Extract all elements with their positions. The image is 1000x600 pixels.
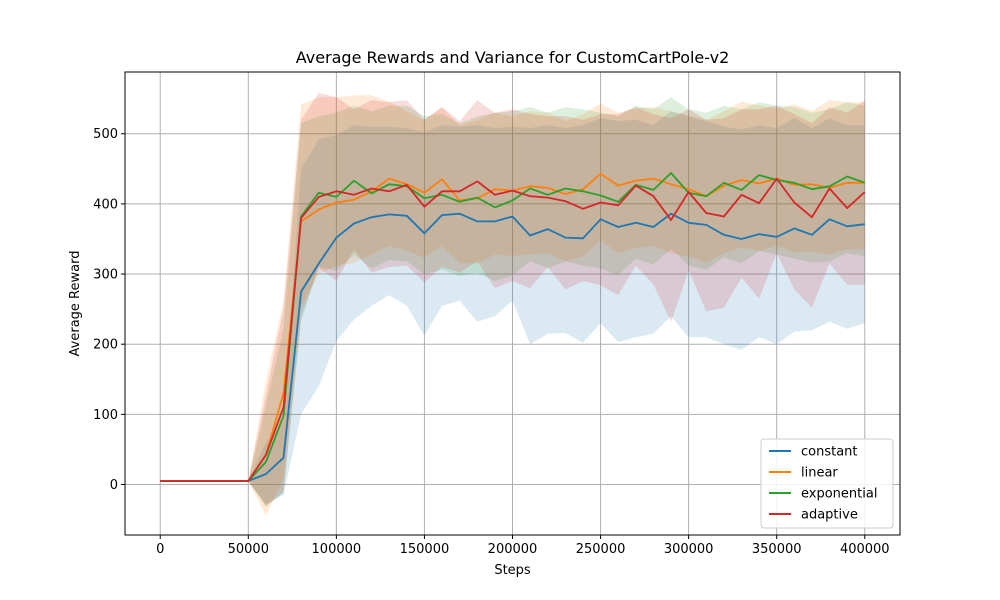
legend-label-linear: linear bbox=[801, 466, 838, 481]
x-tick-label: 50000 bbox=[228, 542, 269, 557]
legend: constant linear exponential adaptive bbox=[760, 438, 894, 529]
x-tick-label: 200000 bbox=[488, 542, 538, 557]
axis-ticks: 0 50000 100000 150000 200000 250000 300000 3500… bbox=[93, 127, 889, 557]
x-tick-label: 150000 bbox=[400, 542, 450, 557]
series-line-adaptive bbox=[160, 177, 866, 482]
variance-band-linear bbox=[160, 95, 865, 516]
series-lines bbox=[160, 172, 866, 482]
x-axis-label: Steps bbox=[494, 563, 531, 578]
chart-title: Average Rewards and Variance for CustomC… bbox=[296, 48, 730, 67]
y-tick-label: 300 bbox=[93, 268, 118, 283]
y-tick-label: 400 bbox=[93, 197, 118, 212]
y-tick-label: 0 bbox=[110, 478, 118, 493]
x-tick-label: 350000 bbox=[752, 542, 802, 557]
legend-label-exponential: exponential bbox=[801, 487, 877, 502]
x-tick-label: 100000 bbox=[312, 542, 362, 557]
variance-band-constant bbox=[160, 111, 865, 505]
x-tick-label: 250000 bbox=[576, 542, 626, 557]
x-tick-label: 0 bbox=[156, 542, 164, 557]
legend-label-adaptive: adaptive bbox=[801, 508, 858, 523]
series-line-exponential bbox=[160, 172, 866, 482]
variance-band-exponential bbox=[160, 97, 865, 507]
series-line-constant bbox=[160, 212, 865, 482]
y-tick-label: 500 bbox=[93, 127, 118, 142]
legend-label-constant: constant bbox=[801, 445, 858, 460]
y-tick-label: 200 bbox=[93, 338, 118, 353]
legend-box bbox=[760, 438, 894, 529]
x-tick-label: 300000 bbox=[664, 542, 714, 557]
x-tick-label: 400000 bbox=[840, 542, 890, 557]
y-axis-label: Average Reward bbox=[68, 251, 83, 357]
y-tick-label: 100 bbox=[93, 408, 118, 423]
